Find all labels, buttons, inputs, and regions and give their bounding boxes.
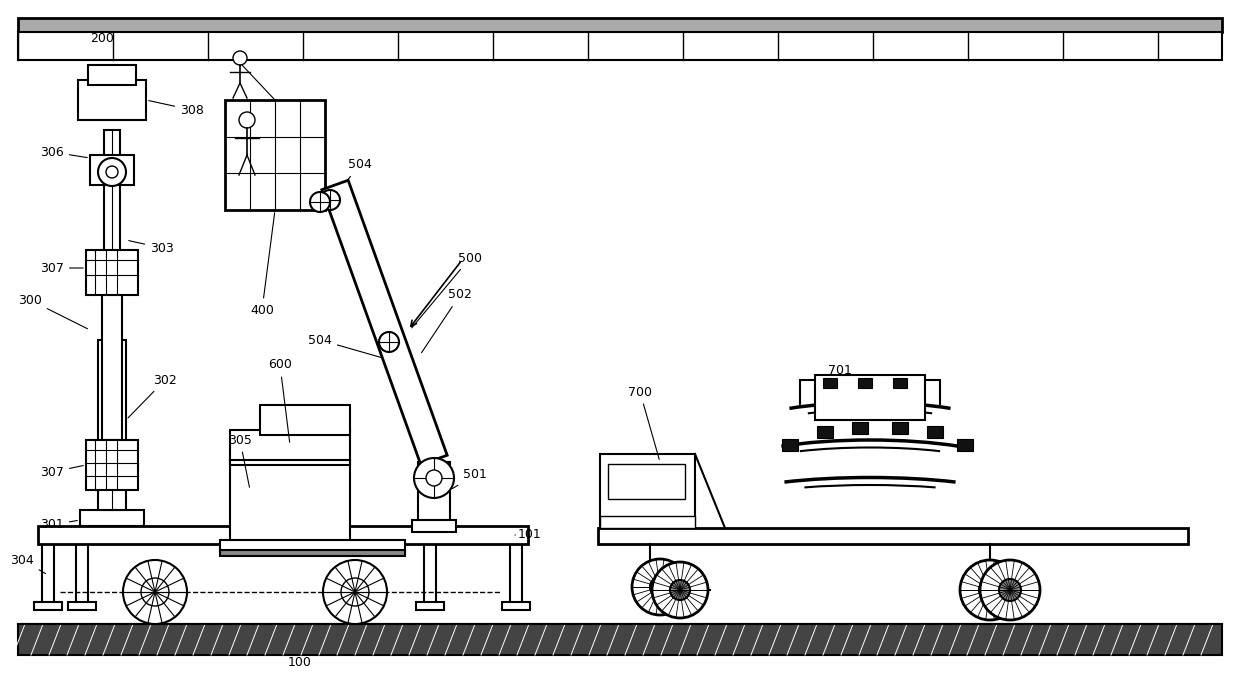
Text: 303: 303 bbox=[129, 241, 174, 255]
Text: 101: 101 bbox=[515, 528, 542, 541]
Bar bbox=[598, 528, 1188, 544]
Bar bbox=[86, 250, 138, 295]
Text: 600: 600 bbox=[268, 359, 291, 442]
Bar bbox=[98, 340, 126, 510]
Bar bbox=[86, 440, 138, 490]
Circle shape bbox=[670, 580, 689, 600]
Bar bbox=[76, 544, 88, 606]
Text: 306: 306 bbox=[40, 146, 87, 158]
Bar bbox=[418, 462, 450, 526]
Bar bbox=[415, 602, 444, 610]
Text: 305: 305 bbox=[228, 433, 252, 487]
Circle shape bbox=[310, 192, 330, 212]
Bar bbox=[893, 378, 906, 388]
Circle shape bbox=[632, 559, 688, 615]
Bar bbox=[892, 422, 908, 434]
Bar bbox=[510, 544, 522, 606]
Bar bbox=[81, 510, 144, 526]
Circle shape bbox=[414, 458, 454, 498]
Text: 307: 307 bbox=[40, 262, 83, 274]
Circle shape bbox=[105, 166, 118, 178]
Bar bbox=[823, 378, 837, 388]
Text: 200: 200 bbox=[91, 32, 114, 44]
Circle shape bbox=[999, 579, 1021, 601]
Circle shape bbox=[123, 560, 187, 624]
Text: 502: 502 bbox=[422, 288, 472, 353]
Bar bbox=[424, 544, 436, 606]
Bar bbox=[858, 378, 872, 388]
Bar bbox=[800, 380, 940, 410]
Circle shape bbox=[98, 158, 126, 186]
Text: 307: 307 bbox=[40, 466, 83, 479]
Text: 301: 301 bbox=[40, 518, 77, 532]
Circle shape bbox=[141, 578, 169, 606]
Bar bbox=[852, 422, 868, 434]
Text: 500: 500 bbox=[412, 251, 482, 328]
Bar bbox=[78, 80, 146, 120]
Bar bbox=[19, 18, 1221, 32]
Polygon shape bbox=[322, 180, 448, 465]
Circle shape bbox=[322, 560, 387, 624]
Bar bbox=[219, 540, 405, 552]
Circle shape bbox=[960, 560, 1021, 620]
Bar bbox=[817, 426, 833, 438]
Bar bbox=[502, 602, 529, 610]
Text: 302: 302 bbox=[128, 373, 177, 418]
Bar bbox=[608, 464, 684, 499]
Bar bbox=[815, 375, 925, 420]
Text: 300: 300 bbox=[19, 293, 88, 329]
Text: 100: 100 bbox=[288, 656, 312, 669]
Text: 304: 304 bbox=[10, 553, 46, 574]
Text: 400: 400 bbox=[250, 213, 274, 317]
Text: 504: 504 bbox=[337, 158, 372, 193]
Circle shape bbox=[239, 112, 255, 128]
Bar bbox=[219, 550, 405, 556]
Bar bbox=[38, 526, 528, 544]
Bar bbox=[600, 516, 694, 528]
Circle shape bbox=[233, 51, 247, 65]
Bar bbox=[782, 439, 799, 451]
Circle shape bbox=[980, 579, 1001, 601]
Bar bbox=[19, 32, 1221, 60]
Bar bbox=[88, 65, 136, 85]
Bar bbox=[260, 405, 350, 435]
Bar bbox=[229, 430, 350, 465]
Bar bbox=[42, 544, 55, 606]
Bar bbox=[229, 460, 350, 542]
Bar bbox=[91, 155, 134, 185]
Text: 504: 504 bbox=[308, 334, 387, 359]
Bar bbox=[19, 624, 1221, 655]
Text: 501: 501 bbox=[453, 468, 487, 489]
Circle shape bbox=[980, 560, 1040, 620]
Text: 308: 308 bbox=[149, 100, 203, 117]
Bar bbox=[224, 100, 325, 210]
Bar bbox=[68, 602, 95, 610]
Bar bbox=[957, 439, 973, 451]
Circle shape bbox=[341, 578, 370, 606]
Bar bbox=[928, 426, 942, 438]
Circle shape bbox=[650, 577, 670, 597]
Bar bbox=[102, 290, 122, 440]
Bar bbox=[600, 454, 694, 528]
Circle shape bbox=[379, 332, 399, 352]
Circle shape bbox=[320, 190, 340, 210]
Circle shape bbox=[652, 562, 708, 618]
Bar bbox=[412, 520, 456, 532]
Text: 700: 700 bbox=[627, 386, 660, 460]
Bar bbox=[104, 130, 120, 290]
Text: 701: 701 bbox=[828, 363, 852, 397]
Bar bbox=[33, 602, 62, 610]
Circle shape bbox=[427, 470, 441, 486]
